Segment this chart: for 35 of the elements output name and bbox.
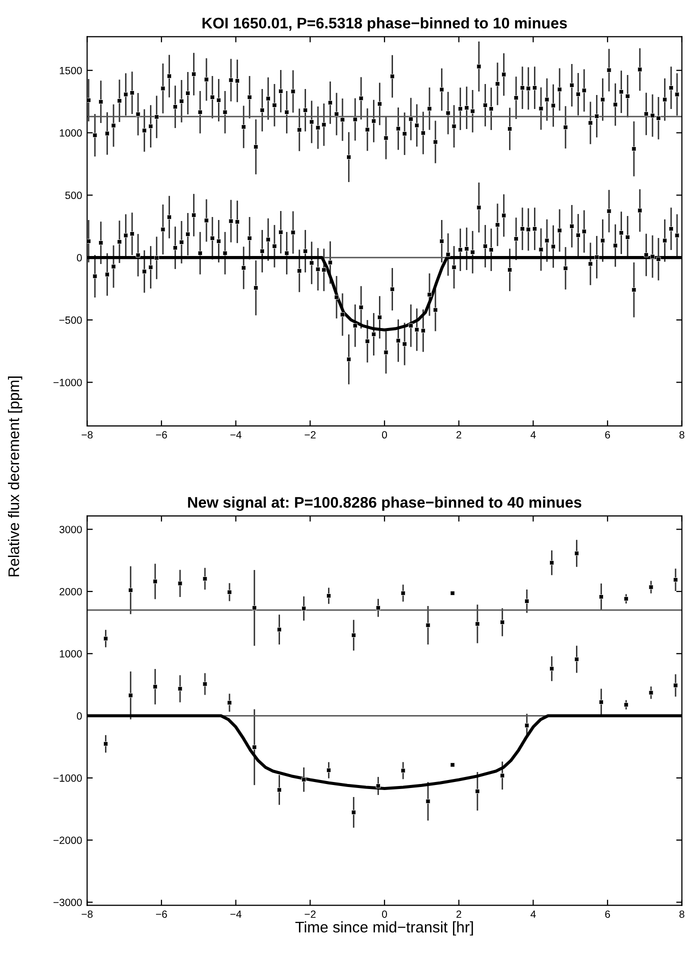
y-tick-label: −1000 — [54, 378, 82, 386]
x-tick-label: −2 — [304, 910, 316, 918]
x-tick-label: −2 — [304, 431, 316, 438]
x-tick-label: −6 — [156, 910, 167, 918]
y-tick-label: 1000 — [60, 650, 82, 658]
x-tick-label: 0 — [382, 910, 387, 918]
x-tick-label: −4 — [230, 910, 242, 918]
chart-title: New signal at: P=100.8286 phase−binned to 40 minues — [188, 496, 582, 511]
x-tick-label: 6 — [605, 431, 610, 439]
y-tick-label: 1500 — [60, 66, 82, 74]
x-tick-label: 0 — [382, 431, 387, 439]
y-tick-label: 2000 — [60, 588, 82, 596]
x-tick-label: 4 — [530, 431, 536, 438]
x-tick-label: −4 — [230, 431, 242, 438]
y-tick-label: 3000 — [59, 526, 82, 534]
y-tick-label: 0 — [76, 254, 82, 262]
x-tick-label: 8 — [679, 431, 684, 439]
x-tick-label: 6 — [605, 910, 610, 918]
x-tick-label: −8 — [82, 431, 93, 439]
y-tick-label: −2000 — [54, 836, 82, 844]
chart-title: KOI 1650.01, P=6.5318 phase−binned to 10 minues — [202, 17, 567, 32]
y-tick-label: −1000 — [54, 774, 82, 782]
y-axis-title: Relative flux decrement [ppm] — [8, 376, 22, 576]
y-tick-label: −500 — [59, 316, 82, 324]
x-tick-label: −8 — [82, 910, 93, 918]
x-tick-label: 2 — [456, 910, 462, 918]
y-tick-label: 500 — [65, 192, 82, 200]
y-tick-label: 1000 — [60, 129, 82, 137]
y-tick-label: 0 — [76, 712, 82, 720]
x-tick-label: 2 — [456, 431, 462, 438]
x-tick-label: −6 — [156, 431, 167, 439]
y-tick-label: −3000 — [54, 898, 82, 906]
x-axis-title: Time since mid−transit [hr] — [295, 921, 473, 936]
x-tick-label: 8 — [679, 910, 684, 918]
x-tick-label: 4 — [530, 910, 536, 918]
